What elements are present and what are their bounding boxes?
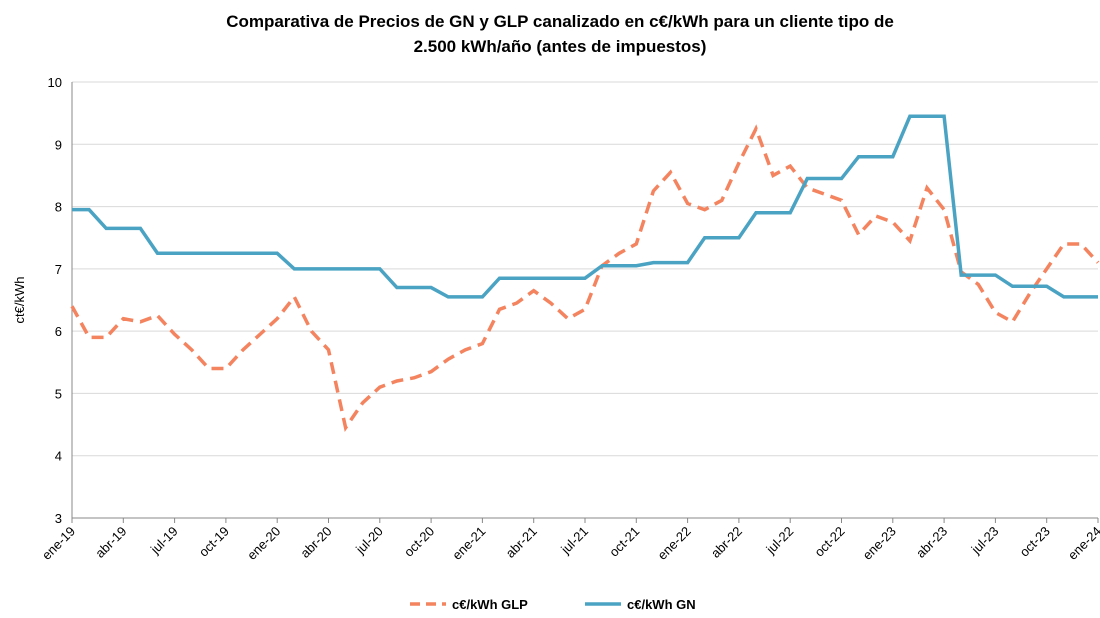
line-series	[70, 124, 1100, 433]
x-tick-label: jul-23	[968, 524, 1002, 558]
y-tick-label: 4	[55, 449, 62, 464]
x-tick-label: abr-19	[92, 524, 129, 561]
y-tick-label: 5	[55, 386, 62, 401]
x-tick-label: abr-20	[297, 524, 334, 561]
y-tick-label: 7	[55, 262, 62, 277]
chart-title: Comparativa de Precios de GN y GLP canal…	[226, 12, 894, 31]
line-series	[72, 114, 1098, 299]
x-tick-label: ene-22	[654, 524, 693, 563]
chart-title: 2.500 kWh/año (antes de impuestos)	[414, 37, 707, 56]
y-tick-label: 3	[55, 511, 62, 526]
x-tick-label: oct-23	[1017, 524, 1053, 560]
x-tick-label: ene-23	[860, 524, 899, 563]
x-tick-label: ene-24	[1065, 524, 1100, 563]
x-tick-label: ene-20	[244, 524, 283, 563]
legend-label: c€/kWh GLP	[452, 597, 528, 612]
y-tick-label: 10	[48, 75, 62, 90]
x-tick-label: ene-21	[449, 524, 488, 563]
x-tick-label: jul-21	[557, 524, 591, 558]
y-axis-label: ct€/kWh	[12, 277, 27, 324]
y-tick-label: 8	[55, 200, 62, 215]
x-tick-label: oct-20	[401, 524, 437, 560]
x-tick-label: jul-22	[763, 524, 797, 558]
x-tick-label: oct-21	[606, 524, 642, 560]
x-tick-label: oct-19	[196, 524, 232, 560]
x-tick-label: jul-19	[147, 524, 181, 558]
x-tick-label: abr-23	[913, 524, 950, 561]
x-tick-label: abr-21	[503, 524, 540, 561]
x-tick-label: abr-22	[708, 524, 745, 561]
legend-label: c€/kWh GN	[627, 597, 696, 612]
y-tick-label: 9	[55, 137, 62, 152]
x-tick-label: jul-20	[352, 524, 386, 558]
x-tick-label: oct-22	[811, 524, 847, 560]
x-tick-label: ene-19	[39, 524, 78, 563]
y-tick-label: 6	[55, 324, 62, 339]
